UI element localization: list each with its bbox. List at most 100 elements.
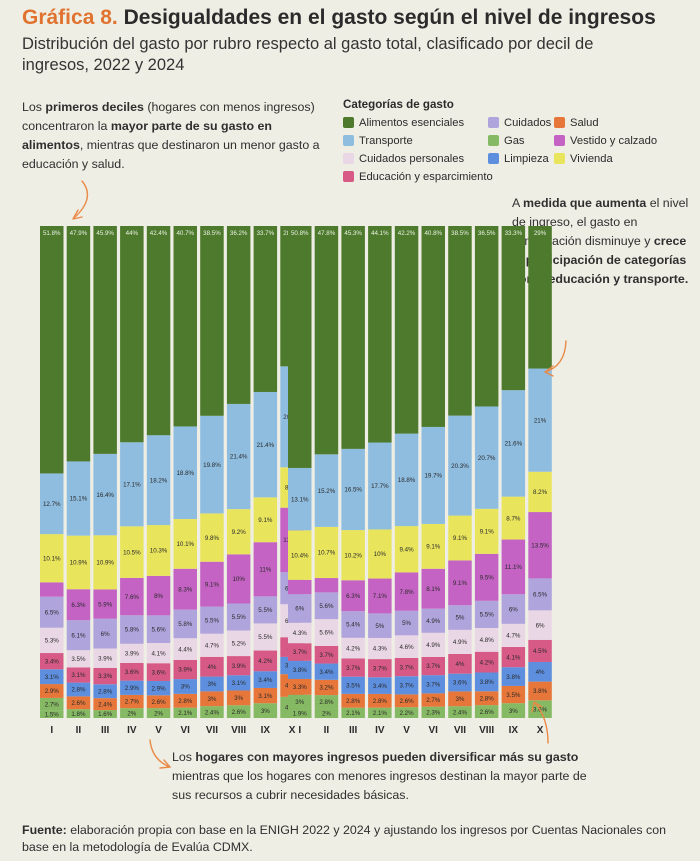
bar-segment-vestido: [314, 578, 339, 593]
data-label: 3.7%: [293, 649, 308, 656]
bar-segment-cuidados_personales: [146, 642, 171, 664]
bar-segment-gas: [341, 707, 365, 718]
chart-subtitle: Distribución del gasto por rubro respect…: [22, 35, 594, 74]
bar-segment-limpieza: [421, 675, 445, 694]
bar-segment-vestido: [66, 589, 91, 621]
legend-swatch: [488, 153, 499, 164]
data-label: 2%: [127, 710, 136, 717]
legend-label: Cuidados personales: [359, 152, 465, 165]
data-label: 3%: [295, 699, 304, 706]
title-text: Desigualdades en el gasto según el nivel…: [123, 6, 656, 29]
data-label: 10.1%: [43, 555, 61, 562]
bar-segment-vivienda: [93, 535, 117, 590]
x-tick-label: III: [101, 725, 110, 736]
bar-segment-salud: [368, 693, 392, 708]
data-label: 10.7%: [318, 550, 336, 557]
data-label: 2.6%: [71, 700, 86, 707]
data-label: 2.9%: [125, 685, 140, 692]
data-label: 10.2%: [344, 552, 362, 559]
data-label: 2.7%: [426, 697, 441, 704]
bar-segment-alimentos: [40, 226, 64, 474]
data-label: 4.7%: [205, 642, 220, 649]
bar-segment-vivienda: [501, 496, 526, 540]
bar-segment-educacion: [120, 662, 144, 681]
bar-segment-alimentos: [394, 226, 419, 434]
data-label: 3.9%: [125, 651, 140, 658]
arrow-high-income-left: [149, 739, 171, 768]
data-label: 5.5%: [205, 617, 220, 624]
bar-segment-vestido: [368, 578, 392, 614]
data-label: 2.1%: [373, 710, 388, 717]
data-label: 6.3%: [71, 602, 86, 609]
data-label: 6.5%: [45, 609, 60, 616]
data-label: 4%: [207, 664, 216, 671]
bar-segment-cuidados_personales: [448, 629, 472, 654]
data-label: 1.8%: [71, 711, 86, 718]
bar-segment-alimentos: [341, 226, 365, 449]
bar-segment-salud: [394, 694, 419, 708]
data-label: 2.8%: [178, 698, 193, 705]
bar-segment-gas: [93, 710, 117, 718]
data-label: 3.5%: [71, 656, 86, 663]
data-label: 29%: [534, 230, 547, 237]
data-label: 17.7%: [371, 483, 389, 490]
legend-label: Gas: [504, 134, 525, 147]
bar-segment-vestido: [421, 568, 445, 609]
data-label: 3.1%: [45, 674, 60, 681]
data-label: 5.6%: [319, 603, 334, 610]
data-label: 3.8%: [506, 674, 521, 681]
bar-segment-educacion: [474, 651, 499, 673]
data-label: 2.4%: [453, 709, 468, 716]
data-label: 44%: [126, 230, 139, 237]
data-label: 9.1%: [205, 581, 220, 588]
data-label: 2.1%: [346, 710, 361, 717]
data-label: 3.1%: [232, 680, 247, 687]
source-text: elaboración propia con base en la ENIGH …: [22, 823, 667, 854]
data-label: 4.1%: [151, 650, 166, 657]
bar-segment-vestido: [448, 560, 472, 606]
data-label: 2.8%: [346, 698, 361, 705]
x-tick-label: VIII: [231, 725, 246, 736]
bar-segment-transporte: [173, 426, 197, 520]
annotation-high-income: Los hogares con mayores ingresos pueden …: [172, 748, 592, 805]
bar-segment-educacion: [421, 656, 445, 676]
bar-segment-alimentos: [314, 226, 339, 455]
data-label: 45.9%: [96, 230, 114, 237]
bar-segment-transporte: [368, 442, 392, 530]
bar-segment-vestido: [253, 542, 278, 597]
bar-segment-gas: [394, 707, 419, 718]
bar-segment-transporte: [120, 442, 144, 527]
legend-item-gas: Gas: [488, 132, 554, 149]
legend-swatch: [343, 153, 354, 164]
bar-segment-transporte: [40, 473, 64, 535]
data-label: 5%: [402, 620, 411, 627]
data-label: 4.2%: [346, 645, 361, 652]
bar-segment-gas: [421, 706, 445, 718]
data-label: 3.6%: [453, 680, 468, 687]
data-label: 8.1%: [426, 586, 441, 593]
data-label: 5.8%: [178, 621, 193, 628]
bar-segment-alimentos: [528, 226, 552, 369]
bar-segment-vestido: [394, 572, 419, 611]
data-label: 21%: [534, 417, 547, 424]
data-label: 2.9%: [151, 685, 166, 692]
data-label: 6%: [295, 606, 304, 613]
data-label: 3.9%: [98, 655, 113, 662]
bar-segment-gas: [253, 703, 278, 718]
bar-segment-salud: [173, 693, 197, 708]
bar-segment-vivienda: [40, 534, 64, 583]
data-label: 3.4%: [373, 683, 388, 690]
bar-segment-alimentos: [501, 226, 526, 391]
bar-segment-educacion: [368, 659, 392, 678]
bar-segment-cuidados: [528, 578, 552, 611]
data-label: 5.5%: [258, 607, 273, 614]
bar-segment-cuidados_personales: [93, 648, 117, 668]
data-label: 3.2%: [319, 685, 334, 692]
data-label: 2.7%: [45, 702, 60, 709]
bar-segment-vestido: [146, 575, 171, 616]
bar-segment-vivienda: [200, 513, 224, 562]
x-tick-label: II: [324, 725, 330, 736]
bar-segment-educacion: [448, 653, 472, 674]
note-text: , mientras que destinaron un menor gasto…: [22, 138, 320, 171]
